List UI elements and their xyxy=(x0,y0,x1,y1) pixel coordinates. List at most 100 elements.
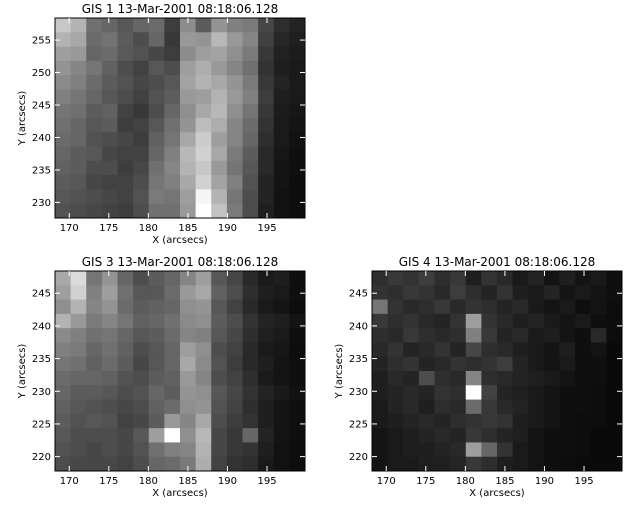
heatmap-cell xyxy=(528,456,545,472)
heatmap-cell xyxy=(403,342,420,358)
heatmap-cell xyxy=(55,285,72,300)
heatmap-cell xyxy=(481,442,498,458)
heatmap-cell xyxy=(148,46,165,62)
heatmap-cell xyxy=(273,385,290,400)
heatmap-cell xyxy=(117,189,134,205)
heatmap-cell xyxy=(242,18,259,33)
heatmap-cell xyxy=(101,118,118,133)
heatmap-cell xyxy=(211,103,228,119)
heatmap-cell xyxy=(86,385,103,400)
heatmap-cell xyxy=(86,32,103,47)
heatmap-cell xyxy=(372,342,389,358)
heatmap-cell xyxy=(226,385,243,400)
heatmap-cell xyxy=(606,342,623,358)
heatmap-cell xyxy=(164,413,181,429)
heatmap-cell xyxy=(226,146,243,162)
heatmap-cell xyxy=(403,313,420,329)
heatmap-cell xyxy=(372,271,389,286)
heatmap-cell xyxy=(543,456,560,472)
heatmap-cell xyxy=(180,456,197,472)
heatmap-cell xyxy=(211,442,228,458)
heatmap-cell xyxy=(211,456,228,472)
heatmap-cell xyxy=(148,356,165,372)
heatmap-cell xyxy=(70,132,87,147)
heatmap-cell xyxy=(70,189,87,205)
heatmap-cell xyxy=(86,146,103,162)
heatmap-cell xyxy=(418,285,435,300)
heatmap-cell xyxy=(211,385,228,400)
heatmap-cell xyxy=(211,313,228,329)
heatmap-cell xyxy=(387,442,404,458)
heatmap-cell xyxy=(101,75,118,90)
heatmap-cell xyxy=(180,46,197,62)
heatmap-cell xyxy=(497,371,514,386)
heatmap-cell xyxy=(195,299,212,315)
heatmap-cell xyxy=(258,285,275,300)
heatmap-cell xyxy=(180,18,197,33)
heatmap-cell xyxy=(148,313,165,329)
panel-gis-3: GIS 3 13-Mar-2001 08:18:06.128 170 175 180 1… xyxy=(17,255,306,499)
heatmap-cell xyxy=(164,146,181,162)
heatmap-cell xyxy=(242,189,259,205)
heatmap-cell xyxy=(289,456,306,472)
x-tick-label: 175 xyxy=(416,476,435,487)
heatmap-cell xyxy=(86,160,103,176)
heatmap-cell xyxy=(164,18,181,33)
heatmap-cell xyxy=(55,313,72,329)
y-tick-label: 230 xyxy=(32,387,51,398)
heatmap-cell xyxy=(70,456,87,472)
heatmap-cell xyxy=(450,313,467,329)
heatmap-cell xyxy=(387,428,404,443)
heatmap-cell xyxy=(133,328,150,343)
heatmap-cell xyxy=(211,328,228,343)
heatmap-cell xyxy=(164,271,181,286)
heatmap-cell xyxy=(55,456,72,472)
heatmap-cell xyxy=(606,456,623,472)
heatmap-cell xyxy=(528,371,545,386)
heatmap-cell xyxy=(434,428,451,443)
heatmap-cell xyxy=(289,18,306,33)
heatmap-cell xyxy=(164,118,181,133)
heatmap-cell xyxy=(101,18,118,33)
heatmap-cell xyxy=(434,342,451,358)
heatmap-cell xyxy=(606,399,623,415)
heatmap-cell xyxy=(273,160,290,176)
heatmap-cell xyxy=(242,175,259,190)
heatmap-cell xyxy=(164,428,181,443)
heatmap-cell xyxy=(528,356,545,372)
heatmap-cell xyxy=(133,342,150,358)
heatmap-cell xyxy=(148,385,165,400)
x-tick-label: 180 xyxy=(456,476,475,487)
heatmap-cell xyxy=(180,342,197,358)
heatmap-cell xyxy=(528,285,545,300)
heatmap-cell xyxy=(575,342,592,358)
heatmap-cell xyxy=(148,203,165,219)
y-axis-label: Y (arcsecs) xyxy=(17,91,28,147)
heatmap-cell xyxy=(70,118,87,133)
heatmap-cell xyxy=(55,75,72,90)
heatmap-cell xyxy=(590,285,607,300)
heatmap-cell xyxy=(559,342,576,358)
heatmap-cell xyxy=(590,385,607,400)
heatmap-cell xyxy=(387,313,404,329)
x-tick-label: 175 xyxy=(99,476,118,487)
heatmap-cell xyxy=(70,175,87,190)
heatmap-cell xyxy=(101,175,118,190)
x-tick-label: 180 xyxy=(139,476,158,487)
heatmap-cell xyxy=(226,442,243,458)
heatmap-cell xyxy=(606,356,623,372)
heatmap-cell xyxy=(273,299,290,315)
heatmap-cell xyxy=(606,313,623,329)
heatmap-cell xyxy=(559,456,576,472)
heatmap-cell xyxy=(242,456,259,472)
heatmap-cell xyxy=(86,313,103,329)
heatmap-cell xyxy=(465,371,482,386)
heatmap-cell xyxy=(481,328,498,343)
heatmap-cell xyxy=(55,60,72,76)
heatmap-cell xyxy=(70,356,87,372)
heatmap-cell xyxy=(418,299,435,315)
heatmap-cell xyxy=(117,413,134,429)
heatmap-cell xyxy=(101,442,118,458)
y-tick-label: 235 xyxy=(349,354,368,365)
heatmap-cell xyxy=(512,385,529,400)
